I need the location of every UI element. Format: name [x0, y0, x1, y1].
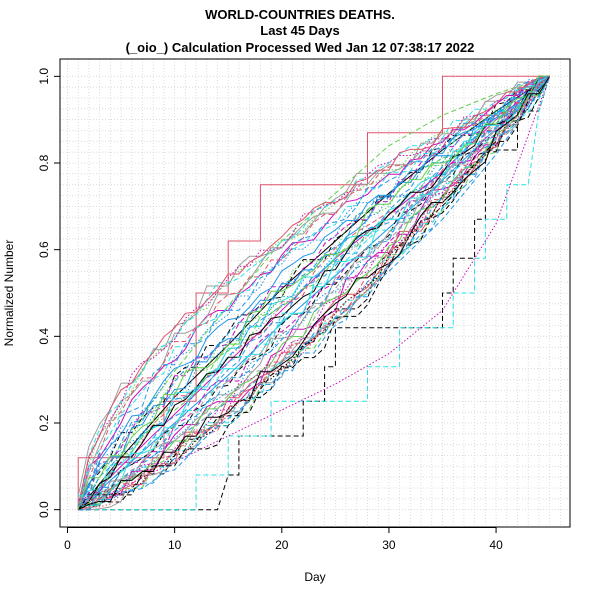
x-axis-label: Day — [304, 570, 325, 584]
series-line-extra-16 — [78, 76, 551, 511]
series-line-2 — [77, 75, 550, 510]
series-line-extra-39 — [77, 75, 550, 507]
series-line-extra-18 — [77, 75, 550, 504]
series-line-extra-47 — [78, 76, 551, 502]
series-line-extra-28 — [77, 75, 550, 507]
x-tick-label: 40 — [489, 538, 503, 552]
series-line-extra-48 — [77, 76, 551, 511]
series-line-extra-41 — [77, 75, 550, 507]
series-line-extra-5 — [77, 75, 550, 511]
series-group — [77, 75, 551, 511]
series-line-extra-35 — [78, 76, 551, 511]
series-line-extra-29 — [77, 75, 550, 510]
x-tick-label: 10 — [168, 538, 182, 552]
y-tick-label: 1.0 — [37, 68, 51, 85]
y-tick-label: 0.8 — [37, 154, 51, 171]
x-tick-label: 30 — [382, 538, 396, 552]
y-tick-label: 0.4 — [37, 328, 51, 345]
series-line-extra-38 — [77, 75, 550, 510]
series-line-extra-43 — [78, 75, 550, 511]
chart-title-line-1: WORLD-COUNTRIES DEATHS. — [205, 7, 395, 22]
series-line-extra-45 — [78, 75, 550, 501]
chart-title-line-2: Last 45 Days — [260, 23, 340, 38]
series-line-extra-37 — [77, 75, 550, 507]
series-line-extra-19 — [77, 75, 550, 508]
series-line-extra-10 — [77, 75, 550, 506]
series-line-extra-40 — [77, 75, 550, 510]
series-line-extra-3 — [78, 75, 550, 511]
series-line-extra-6 — [77, 75, 550, 511]
series-line-extra-25 — [77, 76, 551, 511]
series-line-7 — [77, 76, 551, 511]
y-tick-label: 0.6 — [37, 241, 51, 258]
series-line-extra-7 — [77, 75, 550, 497]
series-line-extra-33 — [77, 75, 550, 510]
series-line-extra-32 — [77, 75, 550, 511]
series-line-extra-44 — [78, 75, 550, 497]
series-line-extra-22 — [77, 75, 550, 510]
y-tick-label: 0.2 — [37, 414, 51, 431]
chart-title-line-3: (_oio_) Calculation Processed Wed Jan 12… — [125, 40, 475, 55]
series-line-5 — [77, 75, 550, 510]
series-line-extra-34 — [77, 76, 551, 511]
y-tick-label: 0.0 — [37, 501, 51, 518]
axes: 0 10 20 30 40 0.0 0.2 0.4 0.6 0.8 1.0 — [37, 68, 503, 552]
x-tick-label: 20 — [275, 538, 289, 552]
series-line-extra-42 — [77, 75, 550, 510]
series-line-extra-15 — [78, 76, 551, 511]
x-tick-label: 0 — [64, 538, 71, 552]
series-line-extra-0 — [77, 75, 550, 511]
y-axis-label: Normalized Number — [2, 240, 16, 347]
series-line-extra-4 — [77, 75, 550, 500]
series-line-extra-30 — [77, 75, 550, 510]
series-line-extra-46 — [77, 75, 550, 506]
series-line-1 — [78, 76, 551, 511]
series-line-extra-11 — [77, 75, 550, 511]
